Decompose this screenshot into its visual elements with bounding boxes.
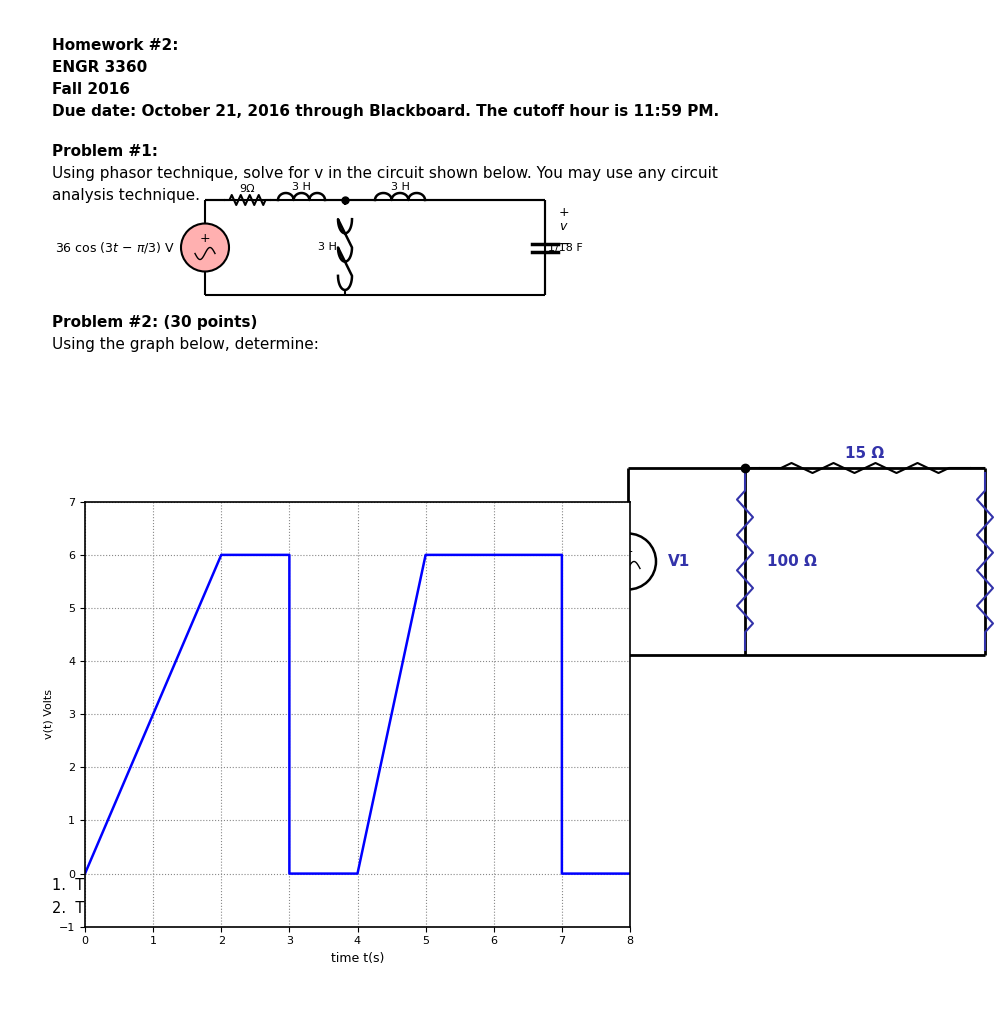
Text: Problem #2: (30 points): Problem #2: (30 points)	[52, 315, 257, 330]
Text: −: −	[559, 237, 571, 251]
Text: +: +	[200, 232, 210, 245]
Text: 3 H: 3 H	[391, 182, 409, 193]
Text: V1: V1	[668, 554, 690, 569]
Y-axis label: v(t) Volts: v(t) Volts	[43, 689, 53, 739]
Text: 100 Ω: 100 Ω	[767, 554, 817, 569]
Text: +: +	[623, 545, 633, 558]
Circle shape	[600, 534, 656, 590]
Text: Using phasor technique, solve for v in the circuit shown below. You may use any : Using phasor technique, solve for v in t…	[52, 166, 718, 181]
Text: 1.  The root-mean-square voltage of the power source: 1. The root-mean-square voltage of the p…	[52, 878, 449, 893]
Circle shape	[181, 223, 229, 271]
Text: +: +	[559, 206, 570, 218]
X-axis label: time t(s): time t(s)	[331, 952, 384, 965]
Text: v: v	[559, 220, 566, 233]
Text: 3 H: 3 H	[318, 243, 336, 253]
Text: 36 cos (3$t$ $-$ $\pi$/3) V: 36 cos (3$t$ $-$ $\pi$/3) V	[55, 240, 175, 255]
Text: 15 Ω: 15 Ω	[845, 446, 885, 462]
Text: 9Ω: 9Ω	[240, 184, 255, 194]
Text: analysis technique.: analysis technique.	[52, 188, 200, 203]
Text: ENGR 3360: ENGR 3360	[52, 60, 147, 75]
Text: 2.  The average power in the 25 ohm resistor.: 2. The average power in the 25 ohm resis…	[52, 901, 388, 916]
Text: Due date: October 21, 2016 through Blackboard. The cutoff hour is 11:59 PM.: Due date: October 21, 2016 through Black…	[52, 104, 719, 119]
Text: Problem #1:: Problem #1:	[52, 144, 158, 159]
Text: 1/18 F: 1/18 F	[548, 243, 582, 253]
Text: Homework #2:: Homework #2:	[52, 38, 178, 53]
Text: 3 H: 3 H	[292, 182, 311, 193]
Text: Using the graph below, determine:: Using the graph below, determine:	[52, 337, 319, 352]
Text: Fall 2016: Fall 2016	[52, 82, 130, 97]
